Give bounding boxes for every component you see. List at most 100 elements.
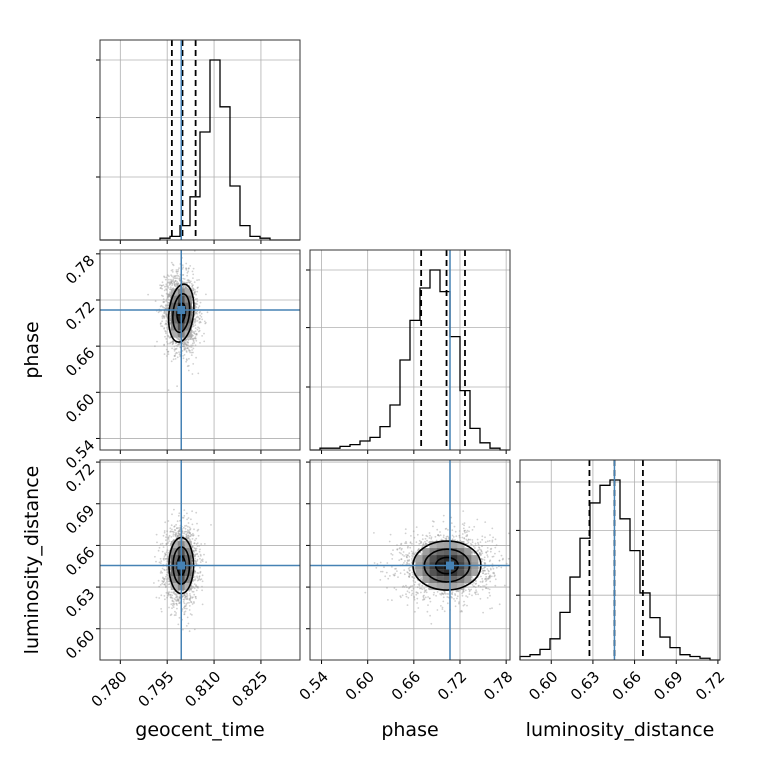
density-cell — [184, 541, 192, 549]
scatter-point — [437, 534, 440, 536]
scatter-point — [184, 530, 187, 533]
scatter-point — [444, 591, 446, 593]
scatter-point — [466, 529, 469, 532]
scatter-point — [199, 553, 202, 556]
scatter-point — [493, 571, 495, 574]
scatter-point — [181, 264, 184, 267]
scatter-point — [196, 320, 199, 322]
scatter-point — [177, 527, 180, 529]
scatter-point — [465, 535, 468, 538]
scatter-point — [163, 317, 166, 319]
scatter-point — [165, 313, 167, 316]
scatter-point — [406, 571, 409, 573]
scatter-point — [176, 520, 179, 523]
scatter-point — [167, 297, 169, 299]
scatter-point — [165, 578, 168, 580]
scatter-point — [172, 264, 175, 267]
scatter-point — [196, 312, 198, 315]
scatter-point — [472, 585, 475, 588]
scatter-point — [411, 585, 414, 587]
scatter-point — [199, 570, 202, 573]
scatter-point — [170, 360, 173, 363]
scatter-point — [456, 597, 458, 600]
scatter-point — [178, 278, 181, 280]
scatter-point — [192, 579, 195, 581]
scatter-point — [185, 262, 188, 265]
scatter-point — [185, 344, 188, 347]
scatter-point — [178, 598, 180, 600]
scatter-point — [174, 355, 177, 357]
scatter-point — [196, 586, 199, 589]
scatter-point — [420, 540, 422, 543]
scatter-point — [184, 605, 186, 608]
scatter-point — [179, 519, 181, 522]
scatter-point — [472, 545, 475, 548]
scatter-point — [168, 294, 170, 297]
scatter-point — [187, 517, 190, 519]
scatter-point — [194, 578, 197, 581]
scatter-point — [183, 515, 186, 517]
scatter-point — [175, 533, 178, 536]
density-cell — [170, 330, 178, 338]
scatter-point — [407, 596, 410, 599]
scatter-point — [168, 583, 171, 586]
scatter-point — [179, 539, 181, 541]
scatter-point — [205, 293, 207, 296]
scatter-point — [389, 533, 392, 536]
scatter-point — [481, 570, 484, 572]
scatter-point — [189, 338, 192, 340]
scatter-point — [194, 318, 197, 321]
scatter-point — [182, 595, 184, 597]
scatter-point — [170, 279, 173, 282]
scatter-point — [197, 330, 200, 333]
scatter-point — [192, 288, 195, 290]
scatter-point — [183, 278, 186, 280]
scatter-point — [412, 579, 415, 582]
scatter-point — [192, 289, 195, 292]
scatter-point — [185, 533, 188, 536]
scatter-point — [191, 342, 194, 345]
scatter-point — [170, 524, 173, 527]
scatter-point — [174, 279, 177, 282]
scatter-point — [407, 567, 410, 570]
scatter-point — [169, 614, 172, 617]
density-cell — [184, 288, 192, 296]
scatter-point — [441, 606, 444, 609]
scatter-point — [439, 593, 441, 595]
scatter-point — [183, 594, 186, 597]
scatter-point — [163, 327, 166, 330]
scatter-point — [173, 539, 176, 541]
scatter-point — [182, 345, 185, 348]
scatter-point — [203, 553, 205, 556]
scatter-point — [193, 293, 196, 295]
scatter-point — [192, 585, 194, 588]
scatter-point — [172, 592, 175, 595]
scatter-point — [165, 315, 168, 317]
scatter-point — [411, 556, 414, 558]
scatter-point — [154, 300, 157, 302]
scatter-point — [164, 553, 167, 556]
scatter-point — [500, 554, 503, 557]
scatter-point — [404, 532, 407, 535]
scatter-point — [183, 348, 186, 350]
scatter-point — [395, 567, 397, 570]
scatter-point — [401, 594, 404, 597]
p01-frame — [99, 249, 301, 451]
scatter-point — [171, 271, 174, 273]
scatter-point — [192, 550, 195, 553]
scatter-point — [167, 295, 170, 297]
scatter-point — [184, 595, 187, 598]
scatter-point — [421, 599, 424, 601]
scatter-point — [176, 599, 179, 601]
scatter-point — [182, 538, 184, 541]
scatter-point — [197, 316, 200, 319]
scatter-point — [491, 563, 494, 565]
scatter-point — [485, 575, 488, 578]
scatter-point — [192, 590, 195, 593]
scatter-point — [193, 332, 196, 334]
scatter-point — [168, 293, 171, 296]
scatter-point — [481, 538, 484, 541]
scatter-point — [169, 282, 172, 285]
scatter-point — [167, 335, 170, 338]
